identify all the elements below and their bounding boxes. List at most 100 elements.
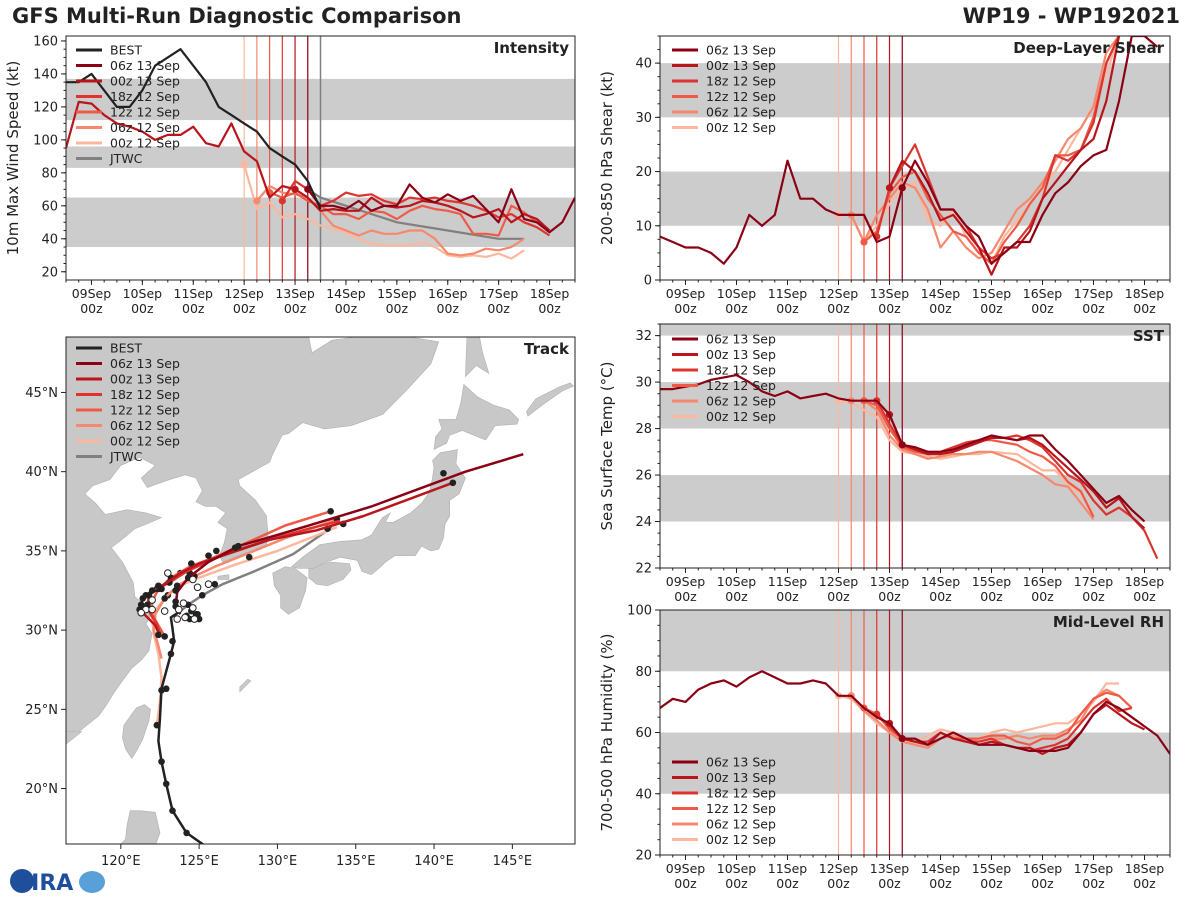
track-map-area xyxy=(66,337,575,844)
track-position-dot xyxy=(167,650,175,658)
land-honshu xyxy=(290,449,466,576)
legend-label: 00z 12 Sep xyxy=(110,434,180,449)
legend-label: 06z 13 Sep xyxy=(110,58,180,73)
rh-xtick-label: 16Sep xyxy=(1023,861,1063,876)
sst-xtick-label: 00z xyxy=(980,589,1003,604)
sst-panel-title: SST xyxy=(1133,327,1165,345)
sst-ytick-label: 32 xyxy=(635,329,652,344)
legend-label: 00z 13 Sep xyxy=(110,74,180,89)
sst-xtick-label: 09Sep xyxy=(666,574,706,589)
rh-ylabel: 700-500 hPa Humidity (%) xyxy=(598,633,616,831)
rh-init-point xyxy=(898,735,906,743)
track-position-dot xyxy=(169,807,176,815)
land-hokkaido xyxy=(433,383,519,451)
track-panel: 120°E 125°E 130°E 135°E 140°E 145°E 20°N 25°N 30… xyxy=(25,336,576,869)
intensity-ytick-label: 20 xyxy=(41,265,58,280)
sst-xtick-label: 00z xyxy=(1133,589,1156,604)
track-ytick-label: 30°N xyxy=(25,624,58,639)
intensity-ytick-label: 60 xyxy=(41,199,58,214)
track-position-dot xyxy=(172,598,179,605)
legend-label: 12z 12 Sep xyxy=(110,105,180,120)
track-position-dot xyxy=(327,507,334,515)
track-position-dot xyxy=(205,552,212,559)
legend-label: 06z 13 Sep xyxy=(110,356,180,371)
intensity-xtick-label: 00z xyxy=(386,301,409,316)
intensity-xtick-label: 00z xyxy=(284,301,307,316)
track-ytick-label: 20°N xyxy=(25,782,58,797)
rh-ytick-label: 80 xyxy=(635,665,652,680)
track-open-marker xyxy=(160,607,169,615)
track-ytick-label: 35°N xyxy=(25,544,58,559)
shear-xtick-label: 00z xyxy=(674,301,697,316)
legend-label: 12z 12 Sep xyxy=(706,89,776,104)
legend-label: 18z 12 Sep xyxy=(706,74,776,89)
legend-label: BEST xyxy=(110,341,142,356)
intensity-xtick-label: 15Sep xyxy=(377,286,417,301)
shear-ytick-label: 10 xyxy=(635,219,652,234)
shear-xtick-label: 00z xyxy=(1082,301,1105,316)
intensity-xtick-label: 00z xyxy=(80,301,103,316)
rh-panel-title: Mid-Level RH xyxy=(1053,613,1164,631)
rh-xtick-label: 00z xyxy=(1133,876,1156,891)
shear-xtick-label: 14Sep xyxy=(921,286,961,301)
sst-xtick-label: 10Sep xyxy=(717,574,757,589)
intensity-panel-title: Intensity xyxy=(494,39,570,57)
intensity-init-point xyxy=(291,185,299,193)
shear-xtick-label: 00z xyxy=(827,301,850,316)
shear-xtick-label: 00z xyxy=(980,301,1003,316)
track-open-marker xyxy=(204,580,213,588)
intensity-ytick-label: 100 xyxy=(33,133,58,148)
rh-xtick-label: 10Sep xyxy=(717,861,757,876)
shear-xtick-label: 13Sep xyxy=(870,286,910,301)
intensity-xtick-label: 14Sep xyxy=(326,286,366,301)
rh-panel: 2040608010009Sep00z10Sep00z11Sep00z12Sep… xyxy=(598,604,1171,891)
track-xtick-label: 135°E xyxy=(336,854,376,869)
cira-logo-swirl xyxy=(79,871,105,893)
shear-xtick-label: 00z xyxy=(878,301,901,316)
rh-xtick-label: 00z xyxy=(929,876,952,891)
rh-xtick-label: 00z xyxy=(776,876,799,891)
shear-ytick-label: 40 xyxy=(635,57,652,72)
track-xtick-label: 145°E xyxy=(493,854,533,869)
shear-xtick-label: 12Sep xyxy=(819,286,859,301)
rh-ytick-label: 40 xyxy=(635,787,652,802)
land-jeju xyxy=(217,574,230,580)
sst-xtick-label: 00z xyxy=(674,589,697,604)
track-position-dot xyxy=(142,591,150,599)
cira-logo: CIRA xyxy=(10,869,105,896)
intensity-xtick-label: 00z xyxy=(437,301,460,316)
track-position-dot xyxy=(169,637,176,645)
cira-logo-text: CIRA xyxy=(15,871,73,896)
sst-xtick-label: 00z xyxy=(776,589,799,604)
sst-shaded-band xyxy=(660,324,1170,336)
sst-plot-area xyxy=(660,324,1170,568)
sst-xtick-label: 14Sep xyxy=(921,574,961,589)
legend-label: 06z 13 Sep xyxy=(706,332,776,347)
legend-label: 00z 13 Sep xyxy=(706,347,776,362)
track-panel-title: Track xyxy=(524,340,570,358)
intensity-init-point xyxy=(253,197,261,205)
intensity-ytick-label: 140 xyxy=(33,67,58,82)
legend-label: JTWC xyxy=(109,449,143,464)
track-open-marker xyxy=(189,604,197,612)
track-ytick-label: 40°N xyxy=(25,465,58,480)
shear-xtick-label: 16Sep xyxy=(1023,286,1063,301)
rh-shaded-band xyxy=(660,610,1170,672)
track-position-dot xyxy=(161,633,168,640)
rh-ytick-label: 20 xyxy=(635,849,652,864)
track-open-marker xyxy=(179,599,188,607)
track-position-dot xyxy=(158,585,165,593)
sst-xtick-label: 17Sep xyxy=(1074,574,1114,589)
track-open-marker xyxy=(181,613,189,622)
track-position-dot xyxy=(162,685,170,693)
intensity-ytick-label: 120 xyxy=(33,100,58,115)
track-ytick-label: 45°N xyxy=(25,386,58,401)
legend-label: 00z 12 Sep xyxy=(706,832,776,847)
track-position-dot xyxy=(137,601,145,609)
track-position-dot xyxy=(213,547,220,555)
sst-xtick-label: 18Sep xyxy=(1125,574,1165,589)
track-position-dot xyxy=(148,587,156,594)
shear-xtick-label: 15Sep xyxy=(972,286,1012,301)
intensity-series-line xyxy=(306,183,575,234)
